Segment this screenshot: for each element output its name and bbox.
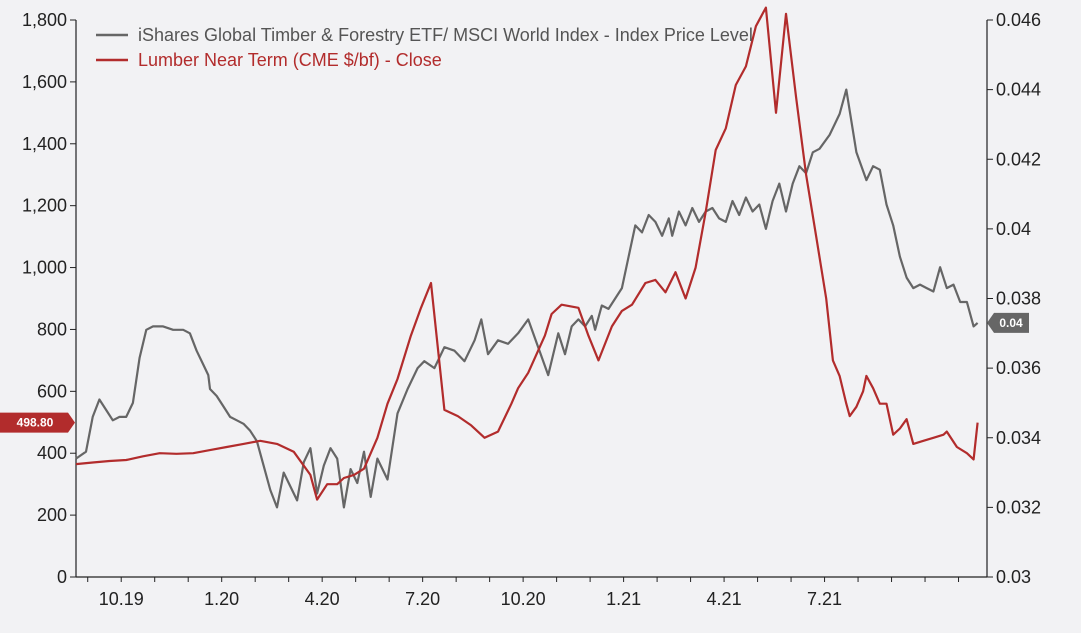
right-y-tick-label: 0.042 [996, 149, 1041, 169]
left-y-tick-label: 0 [57, 567, 67, 587]
value-badges: 0.04 498.80 [0, 312, 1029, 433]
badge-value: 0.04 [999, 316, 1023, 330]
left-y-tick-label: 200 [37, 505, 67, 525]
x-tick-label: 4.20 [305, 589, 340, 609]
x-tick-label: 10.19 [99, 589, 144, 609]
x-tick-label: 7.21 [807, 589, 842, 609]
x-tick-label: 10.20 [501, 589, 546, 609]
legend-label: Lumber Near Term (CME $/bf) - Close [138, 50, 442, 70]
left-last-value-badge: 498.80 [0, 412, 75, 433]
left-y-tick-label: 1,000 [22, 258, 67, 278]
left-y-tick-label: 600 [37, 381, 67, 401]
lumber-line [75, 6, 979, 501]
timber-etf-line [75, 88, 979, 509]
x-tick-label: 4.21 [707, 589, 742, 609]
x-tick-label: 1.20 [204, 589, 239, 609]
left-y-tick-label: 1,600 [22, 72, 67, 92]
badge-value: 498.80 [17, 416, 54, 430]
left-y-tick-label: 1,800 [22, 10, 67, 30]
series-layer [75, 6, 979, 509]
legend-label: iShares Global Timber & Forestry ETF/ MS… [138, 25, 753, 45]
right-y-tick-label: 0.036 [996, 358, 1041, 378]
right-y-tick-label: 0.032 [996, 497, 1041, 517]
right-y-tick-label: 0.046 [996, 10, 1041, 30]
axes: 0 200 400 600 800 1,000 1,200 1,400 1,600 1,800 0.… [22, 10, 1041, 609]
right-y-tick-label: 0.038 [996, 289, 1041, 309]
right-y-tick-label: 0.044 [996, 80, 1041, 100]
left-y-tick-label: 400 [37, 443, 67, 463]
left-y-tick-label: 1,200 [22, 196, 67, 216]
x-tick-label: 1.21 [606, 589, 641, 609]
left-y-tick-label: 1,400 [22, 134, 67, 154]
left-y-tick-label: 800 [37, 319, 67, 339]
right-last-value-badge: 0.04 [987, 312, 1029, 333]
right-y-tick-label: 0.034 [996, 428, 1041, 448]
badge-shape [987, 312, 1029, 333]
right-y-tick-label: 0.04 [996, 219, 1031, 239]
legend: iShares Global Timber & Forestry ETF/ MS… [96, 25, 753, 70]
badge-shape [0, 412, 75, 433]
right-y-tick-label: 0.03 [996, 567, 1031, 587]
x-tick-label: 7.20 [405, 589, 440, 609]
